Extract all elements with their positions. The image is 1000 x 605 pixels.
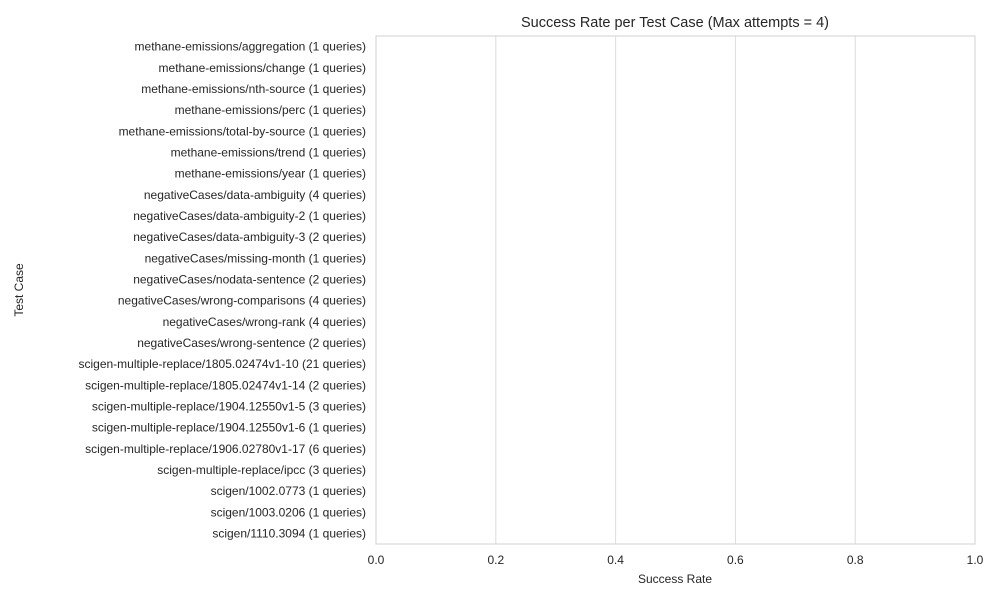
y-tick-label: scigen-multiple-replace/ipcc (3 queries) — [157, 463, 366, 477]
y-tick-label: scigen-multiple-replace/1904.12550v1-6 (… — [92, 421, 366, 435]
y-tick-label: methane-emissions/change (1 queries) — [159, 61, 366, 75]
y-tick-label: negativeCases/nodata-sentence (2 queries… — [133, 272, 366, 286]
x-tick-labels: 0.0 0.2 0.4 0.6 0.8 1.0 — [368, 553, 984, 567]
y-tick-label: scigen/1002.0773 (1 queries) — [211, 484, 366, 498]
y-tick-label: methane-emissions/nth-source (1 queries) — [141, 82, 366, 96]
y-tick-label: negativeCases/wrong-sentence (2 queries) — [137, 336, 366, 350]
y-tick-label: methane-emissions/aggregation (1 queries… — [135, 40, 366, 54]
y-tick-label: negativeCases/missing-month (1 queries) — [145, 251, 366, 265]
y-tick-label: negativeCases/data-ambiguity (4 queries) — [144, 188, 366, 202]
x-tick-label: 0.0 — [368, 553, 385, 567]
y-axis-label: Test Case — [12, 263, 26, 317]
x-tick-label: 0.4 — [607, 553, 624, 567]
grid-lines — [495, 36, 856, 544]
x-tick-label: 0.2 — [487, 553, 504, 567]
y-tick-label: scigen/1003.0206 (1 queries) — [211, 505, 366, 519]
y-tick-label: methane-emissions/year (1 queries) — [175, 167, 366, 181]
plot-area — [375, 35, 976, 545]
y-tick-label: negativeCases/data-ambiguity-2 (1 querie… — [133, 209, 366, 223]
x-tick-label: 0.8 — [847, 553, 864, 567]
y-tick-label: scigen-multiple-replace/1906.02780v1-17 … — [85, 442, 366, 456]
y-tick-label: scigen-multiple-replace/1904.12550v1-5 (… — [92, 399, 366, 413]
y-tick-label: scigen-multiple-replace/1805.02474v1-14 … — [85, 378, 366, 392]
x-axis-label: Success Rate — [638, 572, 712, 586]
y-tick-label: negativeCases/wrong-rank (4 queries) — [163, 315, 366, 329]
chart-title: Success Rate per Test Case (Max attempts… — [521, 15, 829, 31]
y-tick-label: methane-emissions/trend (1 queries) — [171, 145, 366, 159]
y-tick-label: negativeCases/data-ambiguity-3 (2 querie… — [133, 230, 366, 244]
x-tick-label: 0.6 — [727, 553, 744, 567]
y-tick-labels: methane-emissions/aggregation (1 queries… — [78, 40, 366, 541]
y-tick-label: negativeCases/wrong-comparisons (4 queri… — [118, 294, 366, 308]
y-tick-label: scigen/1110.3094 (1 queries) — [212, 526, 366, 540]
y-tick-label: methane-emissions/total-by-source (1 que… — [119, 124, 366, 138]
y-tick-label: methane-emissions/perc (1 queries) — [175, 103, 366, 117]
y-tick-label: scigen-multiple-replace/1805.02474v1-10 … — [78, 357, 366, 371]
x-tick-label: 1.0 — [967, 553, 984, 567]
